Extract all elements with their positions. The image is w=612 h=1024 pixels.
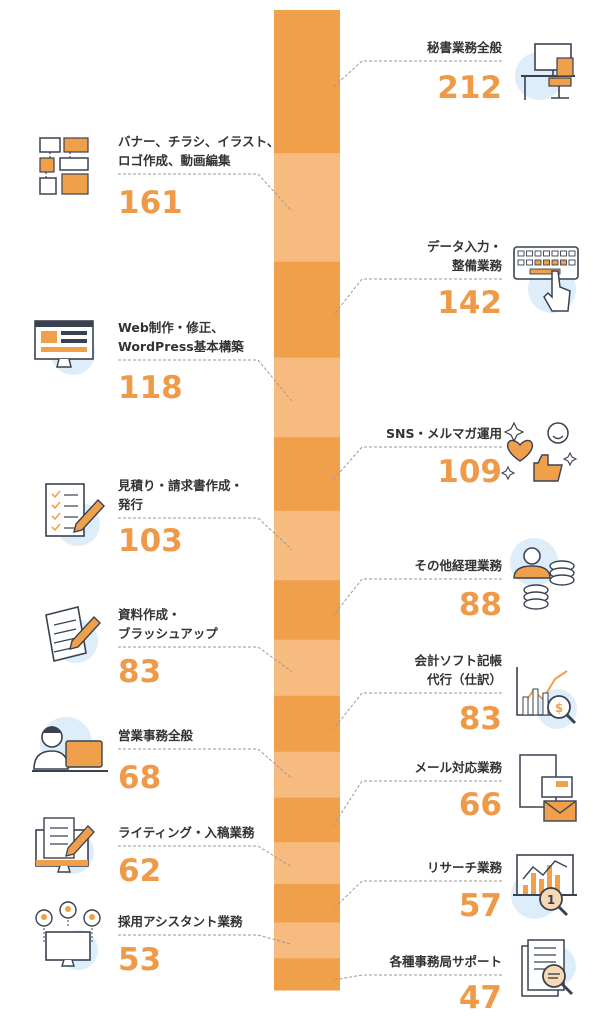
bar-segment-2 (274, 153, 340, 263)
writing-monitor-icon (35, 817, 95, 874)
sns-like-icon (500, 421, 578, 482)
category-label-14: 採用アシスタント業務 (118, 914, 243, 929)
value-label-7: 88 (459, 587, 502, 623)
category-label-3-line-2: 整備業務 (452, 258, 503, 273)
leader-line-1 (332, 60, 502, 88)
category-label-7: その他経理業務 (414, 558, 502, 573)
bar-segment-14 (274, 922, 340, 959)
value-label-4: 118 (118, 370, 183, 406)
category-labels: 秘書業務全般 212 バナー、チラシ、イラスト、ロゴ作成、動画編集 161 データ入力・… (117, 40, 502, 1016)
category-label-2-line-1: バナー、チラシ、イラスト、 (118, 134, 279, 149)
category-label-2-line-2: ロゴ作成、動画編集 (118, 153, 231, 168)
recruit-people-icon (35, 901, 101, 970)
bar-segments (274, 10, 340, 991)
bar-segment-10 (274, 751, 340, 799)
value-label-11: 66 (459, 787, 502, 823)
category-label-8-line-1: 資料作成・ (118, 607, 181, 622)
value-label-1: 212 (437, 70, 502, 106)
value-label-10: 68 (118, 760, 161, 796)
leader-line-11 (332, 780, 502, 827)
leader-line-5 (332, 446, 502, 481)
bar-segment-6 (274, 510, 340, 581)
bar-segment-3 (274, 261, 340, 359)
value-label-2: 161 (118, 185, 183, 221)
value-label-9: 83 (459, 701, 502, 737)
keyboard-typing-icon (513, 246, 579, 313)
document-search-icon (521, 939, 576, 997)
category-label-5: SNS・メルマガ運用 (386, 426, 502, 441)
category-label-6-line-1: 見積り・請求書作成・ (117, 478, 243, 493)
value-label-14: 53 (118, 942, 161, 978)
category-label-11: メール対応業務 (414, 760, 502, 775)
leader-line-13 (332, 880, 502, 910)
value-label-15: 47 (459, 980, 502, 1016)
leader-line-6 (118, 517, 293, 550)
accounting-coins-icon (510, 538, 575, 610)
category-label-9-line-2: 代行（仕訳） (426, 672, 502, 687)
leader-line-3 (332, 278, 502, 317)
category-icons: $1 (32, 43, 579, 997)
category-label-9-line-1: 会計ソフト記帳 (414, 653, 502, 668)
leader-line-10 (118, 748, 293, 780)
design-layout-icon (39, 137, 89, 195)
leader-line-9 (332, 692, 502, 731)
bar-segment-1 (274, 10, 340, 154)
leader-line-8 (118, 646, 293, 673)
svg-text:$: $ (555, 701, 563, 715)
category-label-10: 営業事務全般 (118, 728, 194, 743)
bar-segment-5 (274, 437, 340, 512)
value-label-6: 103 (118, 523, 183, 559)
web-monitor-icon (34, 320, 95, 375)
value-label-13: 57 (459, 888, 502, 924)
document-pencil-icon (45, 606, 101, 663)
category-label-3-line-1: データ入力・ (427, 239, 502, 254)
bar-segment-8 (274, 639, 340, 697)
leader-line-4 (118, 359, 293, 402)
bar-segment-4 (274, 357, 340, 438)
leader-line-12 (118, 845, 293, 868)
category-label-4-line-2: WordPress基本構築 (118, 339, 244, 354)
category-label-4-line-1: Web制作・修正、 (118, 320, 224, 335)
category-label-6-line-2: 発行 (117, 497, 144, 512)
leader-line-15 (332, 974, 502, 981)
bar-segment-7 (274, 580, 340, 641)
bar-segment-12 (274, 842, 340, 885)
office-desk-icon (515, 43, 575, 100)
leader-line-2 (118, 173, 293, 212)
category-label-15: 各種事務局サポート (388, 954, 502, 969)
category-label-8-line-2: ブラッシュアップ (118, 626, 218, 641)
research-magnifier-icon: 1 (511, 854, 577, 919)
bar-segment-15 (274, 958, 340, 991)
mail-envelope-icon (519, 754, 577, 822)
category-label-12: ライティング・入稿業務 (118, 825, 255, 840)
leader-line-7 (332, 578, 502, 617)
finance-chart-icon: $ (516, 667, 577, 729)
value-label-3: 142 (437, 285, 502, 321)
bar-segment-9 (274, 695, 340, 753)
bar-segment-13 (274, 884, 340, 924)
category-label-13: リサーチ業務 (427, 860, 503, 875)
category-label-1: 秘書業務全般 (427, 40, 503, 55)
leader-lines (118, 60, 502, 981)
value-label-8: 83 (118, 654, 161, 690)
value-label-5: 109 (437, 454, 502, 490)
invoice-pen-icon (45, 483, 105, 546)
bar-segment-11 (274, 797, 340, 843)
value-label-12: 62 (118, 853, 161, 889)
leader-line-14 (118, 934, 293, 945)
svg-text:1: 1 (547, 893, 555, 907)
person-laptop-icon (32, 717, 108, 772)
